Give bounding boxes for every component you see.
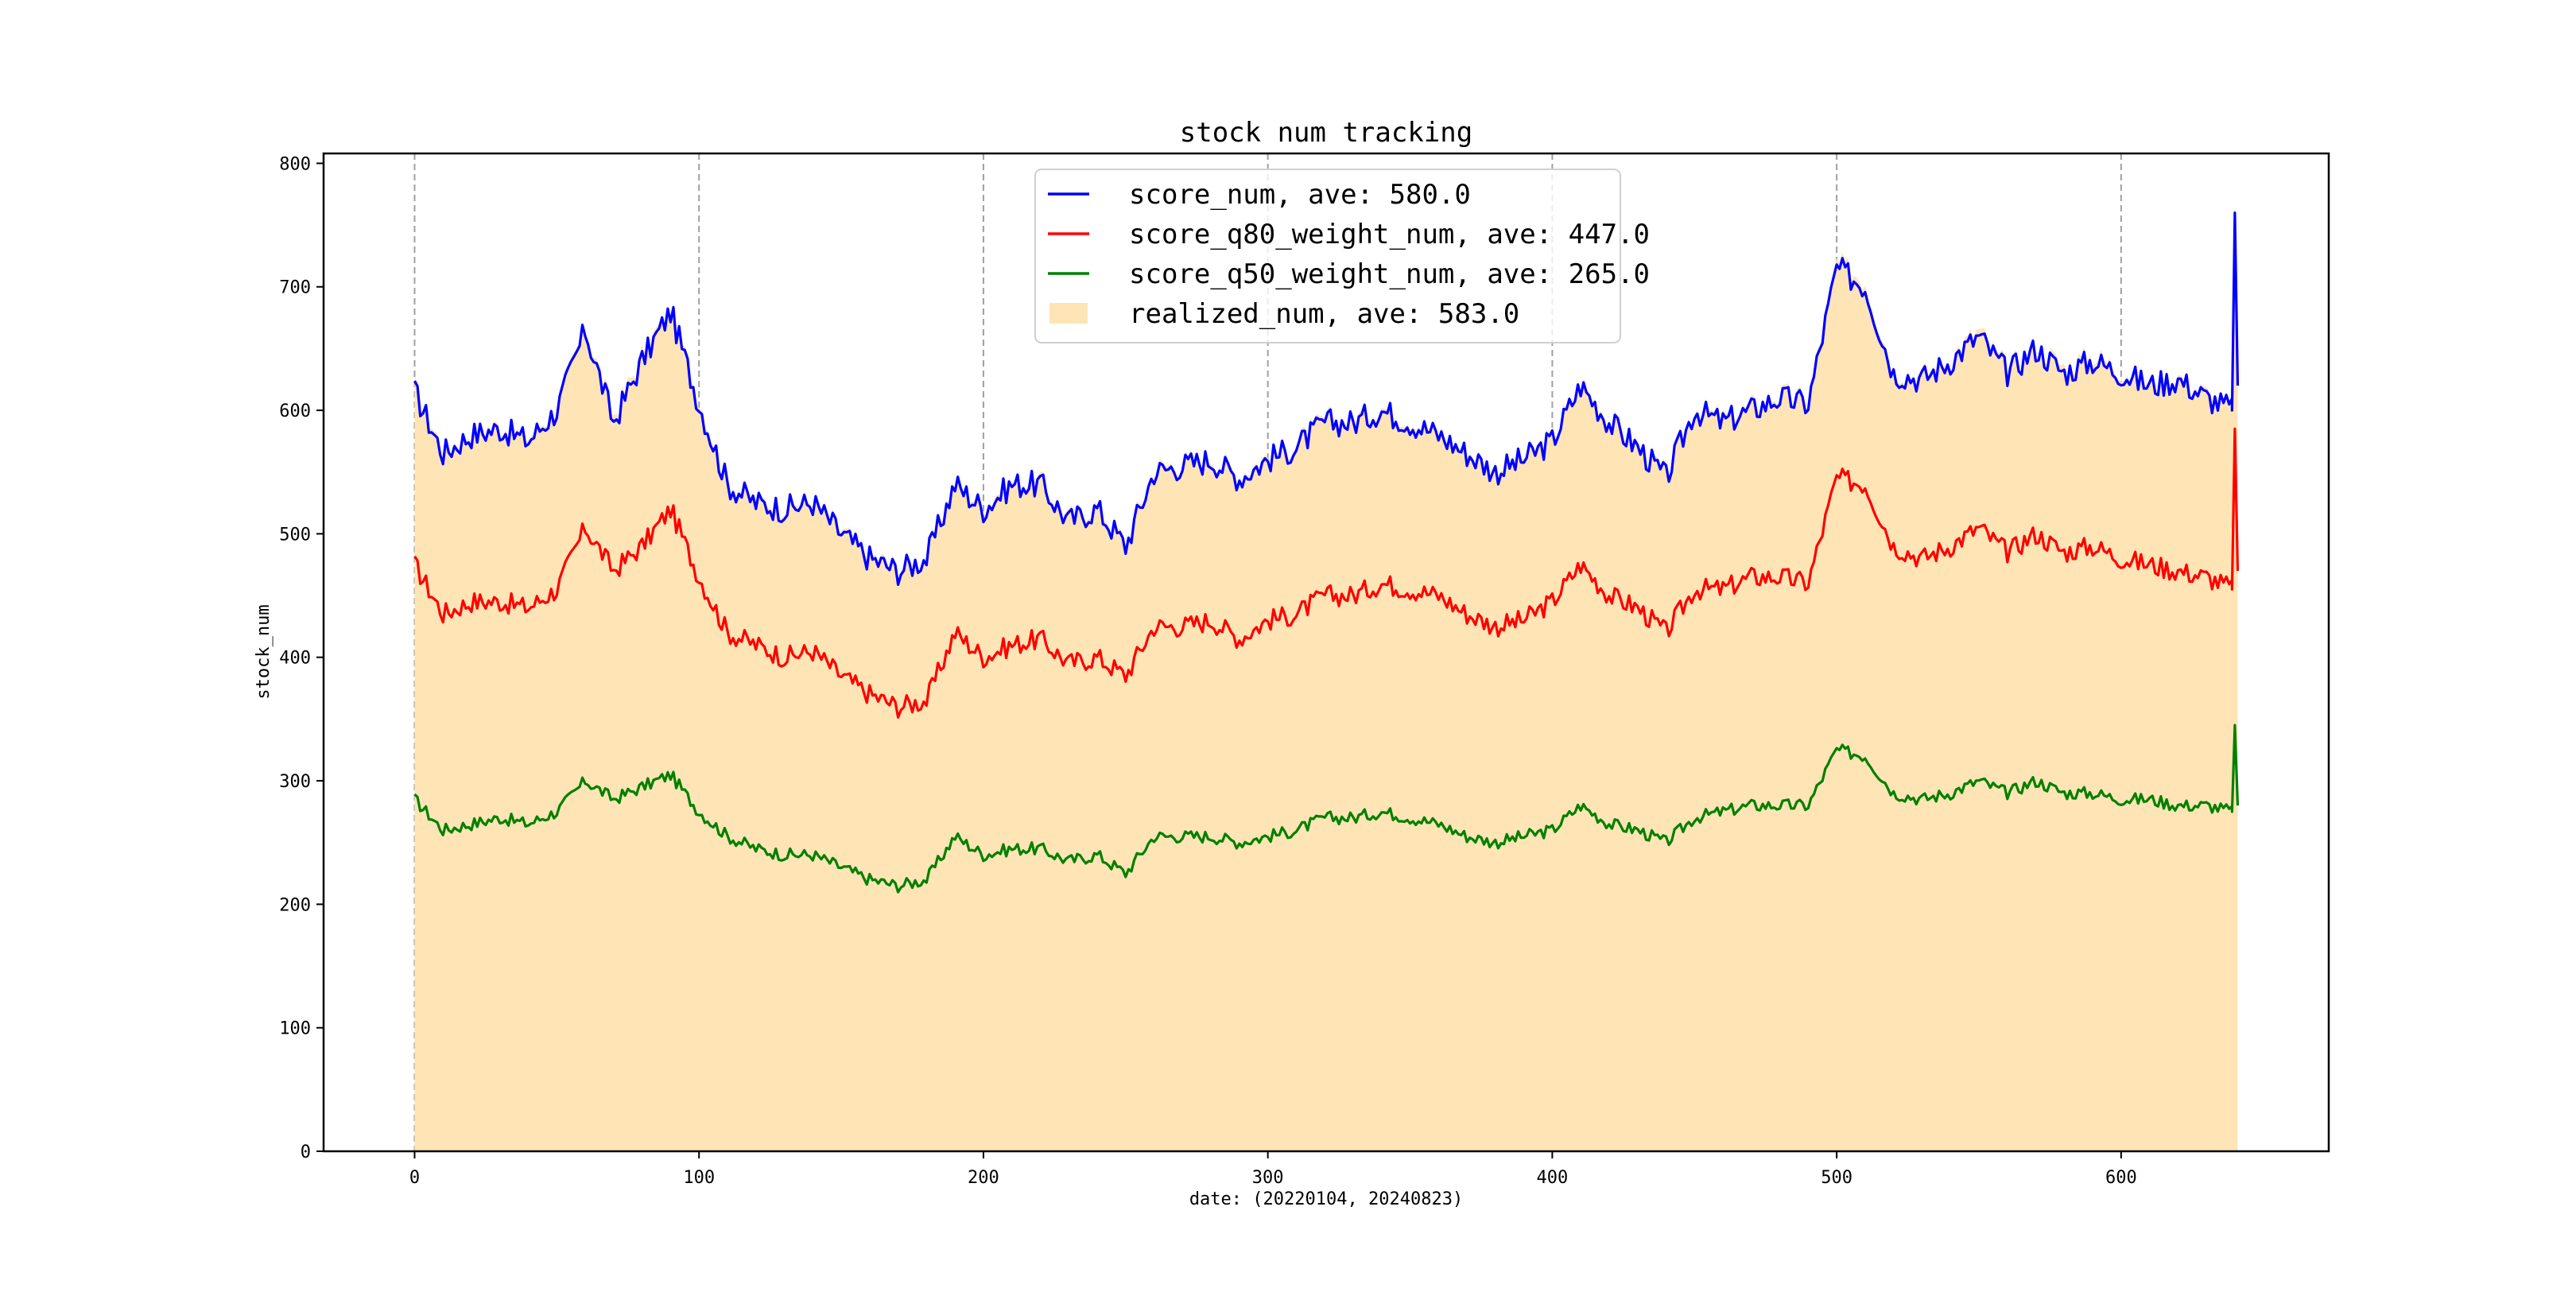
y-tick-label: 800 <box>279 154 311 174</box>
y-tick-label: 700 <box>279 278 311 298</box>
series-lines <box>413 211 2240 894</box>
legend-swatch <box>1049 303 1088 324</box>
legend: score_num, ave: 580.0 score_q80_weight_nu… <box>1034 169 1650 343</box>
y-tick-label: 600 <box>279 402 311 421</box>
line-series-2 <box>413 724 2240 894</box>
x-axis-ticks: 0 100 200 300 400 500 600 <box>409 1151 2137 1188</box>
plot-frame <box>322 152 2330 1153</box>
x-tick-label: 500 <box>1821 1168 1852 1188</box>
y-tick-label: 300 <box>279 772 311 792</box>
legend-label: score_num, ave: 580.0 <box>1129 179 1471 211</box>
x-tick-label: 600 <box>2105 1168 2137 1188</box>
y-tick-label: 200 <box>279 895 311 915</box>
area-realized-num <box>414 203 2238 1152</box>
x-tick-label: 100 <box>683 1168 715 1188</box>
line-series-0 <box>413 211 2240 586</box>
x-tick-label: 0 <box>409 1168 420 1188</box>
legend-label: realized_num, ave: 583.0 <box>1129 298 1519 330</box>
x-tick-label: 200 <box>968 1168 999 1188</box>
y-tick-label: 100 <box>279 1019 311 1039</box>
y-tick-label: 0 <box>301 1143 311 1162</box>
x-axis-label: date: (20220104, 20240823) <box>1189 1189 1463 1209</box>
realized-area <box>414 203 2238 1152</box>
legend-label: score_q50_weight_num, ave: 265.0 <box>1129 258 1650 290</box>
line-series-1 <box>413 427 2240 719</box>
legend-label: score_q80_weight_num, ave: 447.0 <box>1129 219 1650 250</box>
y-tick-label: 500 <box>279 525 311 545</box>
x-tick-label: 400 <box>1537 1168 1569 1188</box>
y-axis-ticks: 0 100 200 300 400 500 600 700 800 <box>279 154 324 1162</box>
chart-title: stock num tracking <box>1180 117 1472 149</box>
y-axis-label: stock_num <box>254 604 274 699</box>
x-tick-label: 300 <box>1252 1168 1284 1188</box>
y-tick-label: 400 <box>279 649 311 669</box>
